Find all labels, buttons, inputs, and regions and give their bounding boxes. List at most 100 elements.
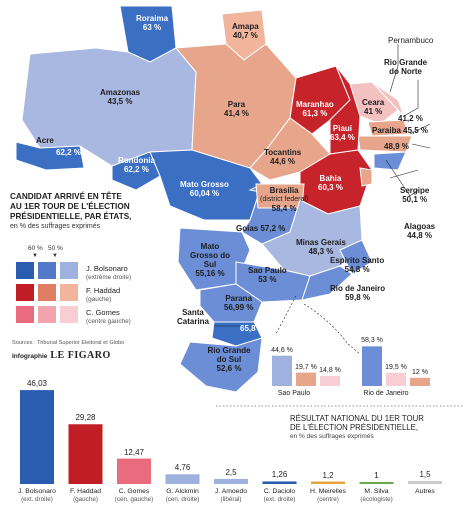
label-maranhao: Maranhao 61,3 % [296,100,334,118]
national-bar-name: G. Alckmin (cen. droite) [165,488,200,503]
label-rgn-value: 41,2 % [398,114,423,123]
national-bar [262,481,297,484]
legend-subtitle: en % des suffrages exprimés [10,223,101,230]
inset-bar-value: 58,3 % [361,337,383,345]
legend-cand-bolsonaro: J. Bolsonaro (extrême droite) [86,264,132,281]
national-bar-name: Autres [415,488,435,495]
state-espirito-santo [339,239,373,275]
national-bar [165,474,200,484]
national-bar-name: H. Meirelles (centre) [310,488,346,503]
national-bar-value: 1 [374,470,379,480]
label-rondonia: Rondonia 62,2 % [118,156,155,174]
label-acre-name: Acre [36,136,54,145]
label-alagoas: Alagoas 44,8 % [404,222,436,240]
legend-swatch [16,306,34,323]
national-bars [20,390,442,484]
state-shapes [15,5,413,393]
national-bar-value: 29,28 [75,413,96,423]
legend: CANDIDAT ARRIVÉ EN TÊTE AU 1ER TOUR DE L… [10,192,160,230]
inset-bar [296,372,316,386]
label-rgn-name: Rio Grande do Norte [384,58,428,76]
legend-swatch [60,284,78,301]
legend-threshold-60: 60 % [28,245,43,252]
label-santa-catarina: Santa Catarina [176,308,209,326]
state-rio-de-janeiro [301,265,353,301]
national-bar-value: 1,5 [419,469,431,479]
state-rio-grande-sul [179,337,263,393]
label-goias: Goias 57,2 % [236,224,286,233]
national-bar [359,481,394,484]
label-mato-grosso: Mato Grosso 60,04 % [180,180,229,198]
label-pernambuco-value: 48,9 % [384,142,409,151]
legend-arrow-60: ▼ [32,253,38,259]
label-rio-grande-sul: Rio Grande do Sul 52,6 % [207,346,251,373]
legend-swatch [16,262,34,279]
legend-swatch [16,284,34,301]
national-bar [408,480,442,484]
inset-bar [272,355,292,386]
national-bar-name: F. Haddad (gauche) [70,488,101,503]
label-amazonas: Amazonas 43,5 % [100,88,141,106]
legend-swatch [38,262,56,279]
inset-bar-value: 14,8 % [319,366,341,374]
label-bahia: Bahia 60,3 % [318,174,343,192]
legend-cand-haddad: F. Haddad (gauche) [86,286,121,303]
inset-bar [320,375,340,386]
label-ceara: Ceara 41 % [362,98,385,116]
sources: Sources : Tribunal Superior Eleitoral et… [12,340,125,346]
label-piaui: Piaui 63,4 % [330,124,355,142]
label-espirito-santo: Espirito Santo 54,8 % [330,256,385,274]
label-tocantins: Tocantins 44,6 % [264,148,302,166]
national-bar-name: C. Gomes (cen. gauche) [114,488,154,503]
inset-bar [386,372,406,386]
credit: Infographie LE FIGARO [12,350,111,361]
legend-arrow-50: ▼ [52,253,58,259]
national-bar-value: 1,2 [322,470,334,480]
state-alagoas [373,151,407,171]
national-bar-name: C. Daciolo (ext. droite) [263,488,296,503]
national-bar [68,424,103,484]
inset-arrow-rj [303,303,361,355]
label-roraima: Roraima 63 % [136,14,169,32]
national-bar-value: 1,26 [271,470,288,480]
state-acre [15,141,85,171]
inset-city-sao-paulo: Sao Paulo [277,390,311,397]
inset-bar [410,377,430,386]
label-minas-gerais: Minas Gerais 48,3 % [296,238,346,256]
state-tocantins [249,117,331,181]
inset-bars [272,346,430,386]
state-rondonia [111,151,161,191]
national-bar-name: M. Silva (écologiste) [360,488,393,503]
label-acre-value: 62,2 % [56,148,81,157]
brand-logo: LE FIGARO [50,350,111,361]
label-amapa: Amapa 40,7 % [232,22,259,40]
state-sergipe [359,167,373,187]
national-bar [117,458,151,484]
legend-swatch [38,284,56,301]
legend-title: CANDIDAT ARRIVÉ EN TÊTE AU 1ER TOUR DE L… [10,192,132,221]
label-santa-catarina-value: 65,8 % [240,324,265,333]
label-sao-paulo: Sao Paulo 53 % [248,266,287,284]
national-bar-name: J. Bolsonaro (ext. droite) [18,488,56,503]
inset-bar-value: 12 % [412,368,428,376]
national-bar [311,481,345,484]
national-bar [20,390,54,484]
callout-lines [214,44,464,407]
national-bar-value: 2,5 [225,467,237,477]
inset-bar-value: 19,7 % [295,363,317,371]
legend-cand-gomes: C. Gomes (centre gauche) [86,308,131,325]
state-paraiba [367,119,409,137]
label-parana: Parana 56,99 % [224,294,254,312]
national-bar-value: 4,76 [174,463,191,473]
inset-bar-value: 19,5 % [385,363,407,371]
legend-swatch [38,306,56,323]
label-rio-de-janeiro: Rio de Janeiro 59,8 % [330,284,386,302]
national-bar-name: J. Amoedo (libéral) [214,488,248,503]
legend-swatch [60,306,78,323]
label-pernambuco: Pernambuco [388,36,434,45]
label-sergipe: Sergipe 50,1 % [400,186,430,204]
national-bar [214,478,248,484]
label-paraiba: Paraiba 45,5 % [372,126,429,135]
national-title: RÉSULTAT NATIONAL DU 1ER TOUR DE L'ÉLECT… [290,414,424,440]
